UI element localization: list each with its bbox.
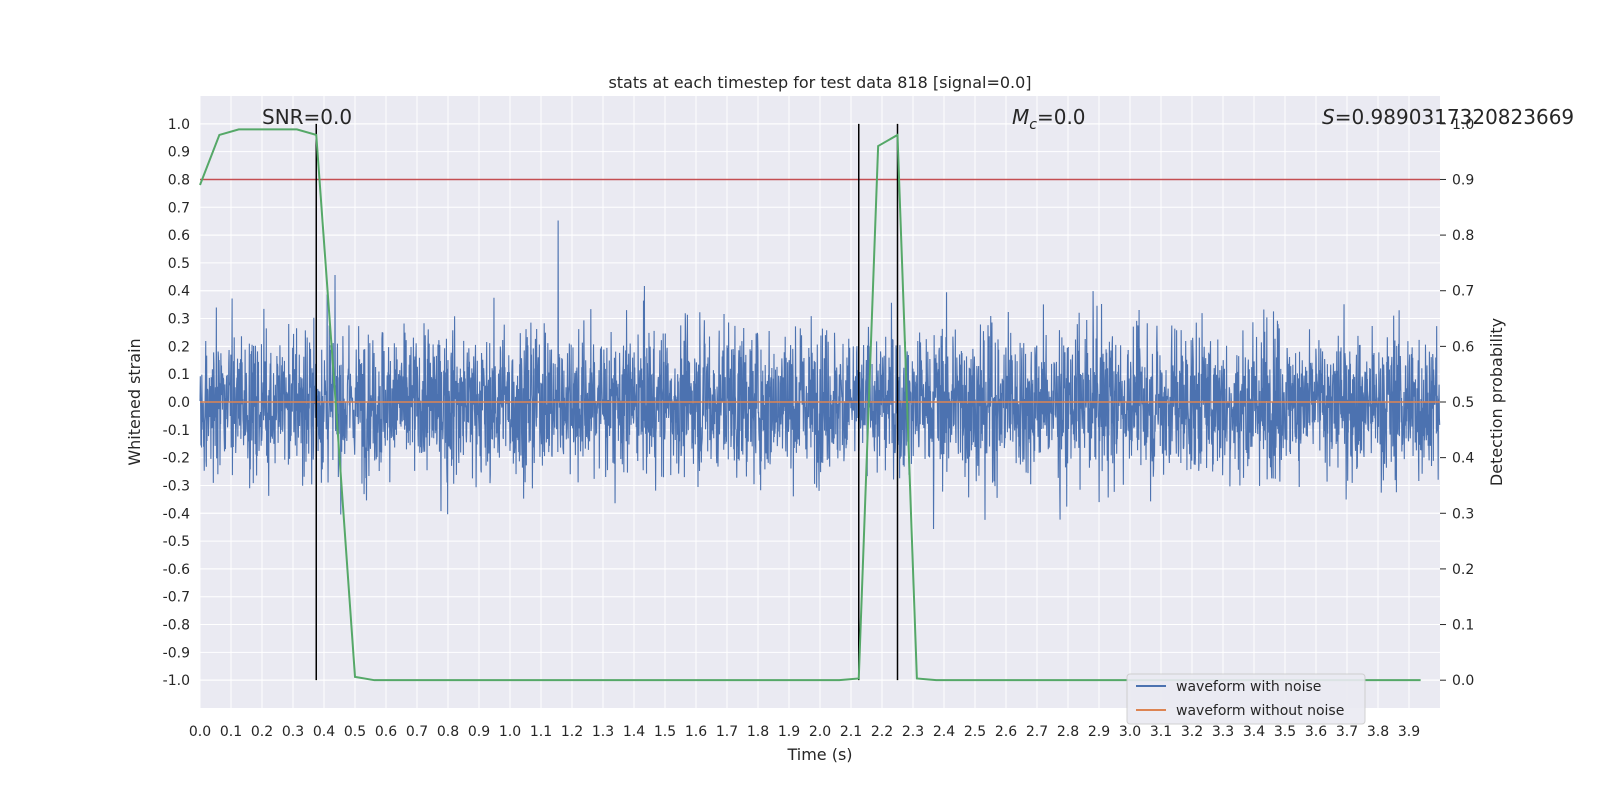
snr-annotation: SNR=0.0 xyxy=(262,105,352,129)
x-tick-label: 2.9 xyxy=(1088,724,1110,740)
x-tick-label: 3.3 xyxy=(1212,724,1234,740)
x-tick-label: 0.0 xyxy=(189,724,211,740)
y-tick-label: 0.9 xyxy=(168,145,190,161)
x-tick-label: 2.2 xyxy=(871,724,893,740)
x-tick-label: 3.9 xyxy=(1398,724,1420,740)
y-tick-label: -0.1 xyxy=(163,423,190,439)
x-tick-label: 1.6 xyxy=(685,724,707,740)
y-right-axis-label: Detection probability xyxy=(1487,318,1506,486)
y-right-tick-label: 0.2 xyxy=(1452,562,1474,578)
score-symbol: S xyxy=(1322,105,1335,129)
x-tick-label: 1.7 xyxy=(716,724,738,740)
y-right-tick-labels: 1.0 0.9 0.8 0.7 0.6 0.5 0.4 0.3 0.2 0.1 0.0 xyxy=(1452,117,1474,689)
y-right-tick-label: 1.0 xyxy=(1452,117,1474,133)
x-tick-label: 3.2 xyxy=(1181,724,1203,740)
x-tick-label: 0.9 xyxy=(468,724,490,740)
x-tick-label: 1.3 xyxy=(592,724,614,740)
x-tick-label: 1.4 xyxy=(623,724,645,740)
x-tick-label: 0.6 xyxy=(375,724,397,740)
score-annotation: S=0.9890317320823669 xyxy=(1322,105,1574,129)
x-tick-label: 0.8 xyxy=(437,724,459,740)
y-tick-label: 0.4 xyxy=(168,284,190,300)
x-tick-label: 3.1 xyxy=(1150,724,1172,740)
x-axis-label: Time (s) xyxy=(786,745,852,764)
y-right-tick-label: 0.5 xyxy=(1452,395,1474,411)
y-tick-label: 0.7 xyxy=(168,200,190,216)
y-tick-label: 0.8 xyxy=(168,172,190,188)
x-tick-label: 0.3 xyxy=(282,724,304,740)
y-tick-label: 0.5 xyxy=(168,256,190,272)
legend-box xyxy=(1126,673,1366,725)
y-tick-label: 0.6 xyxy=(168,228,190,244)
y-right-tick-label: 0.0 xyxy=(1452,673,1474,689)
y-right-tick-label: 0.6 xyxy=(1452,339,1474,355)
chirp-mass-value: =0.0 xyxy=(1037,105,1086,129)
chirp-mass-annotation: Mc=0.0 xyxy=(1012,105,1086,133)
x-tick-label: 2.7 xyxy=(1026,724,1048,740)
y-tick-label: -0.4 xyxy=(163,506,190,522)
legend: waveform with noise waveform without noi… xyxy=(1126,673,1366,725)
x-tick-label: 2.4 xyxy=(933,724,955,740)
y-tick-label: -0.3 xyxy=(163,478,190,494)
y-right-tick-label: 0.7 xyxy=(1452,284,1474,300)
y-tick-label: -0.6 xyxy=(163,562,190,578)
x-tick-label: 1.2 xyxy=(561,724,583,740)
x-tick-label: 2.3 xyxy=(902,724,924,740)
y-tick-label: -0.7 xyxy=(163,590,190,606)
x-tick-label: 3.7 xyxy=(1336,724,1358,740)
score-value: =0.9890317320823669 xyxy=(1335,105,1574,129)
x-tick-label: 3.8 xyxy=(1367,724,1389,740)
detection-probability-line xyxy=(199,128,1421,682)
y-tick-label: 0.0 xyxy=(168,395,190,411)
x-tick-label: 1.1 xyxy=(530,724,552,740)
x-tick-label: 1.5 xyxy=(654,724,676,740)
y-axis-label: Whitened strain xyxy=(125,338,144,465)
waveform-with-noise-series xyxy=(199,220,1441,529)
y-tick-label: 0.1 xyxy=(168,367,190,383)
chirp-mass-symbol: M xyxy=(1012,105,1029,129)
vertical-markers xyxy=(315,123,899,681)
y-right-tick-label: 0.4 xyxy=(1452,451,1474,467)
x-tick-label: 0.7 xyxy=(406,724,428,740)
chart-title: stats at each timestep for test data 818… xyxy=(608,73,1031,92)
x-tick-label: 2.8 xyxy=(1057,724,1079,740)
y-tick-label: 1.0 xyxy=(168,117,190,133)
x-tick-label: 2.0 xyxy=(809,724,831,740)
x-tick-label: 0.4 xyxy=(313,724,335,740)
x-tick-label: 3.6 xyxy=(1305,724,1327,740)
x-tick-label: 0.5 xyxy=(344,724,366,740)
y-right-tick-label: 0.3 xyxy=(1452,506,1474,522)
x-tick-label: 1.9 xyxy=(778,724,800,740)
x-tick-label: 2.1 xyxy=(840,724,862,740)
x-tick-label: 3.5 xyxy=(1274,724,1296,740)
y-tick-label: -0.5 xyxy=(163,534,190,550)
x-tick-label: 2.6 xyxy=(995,724,1017,740)
y-tick-labels: 1.0 0.9 0.8 0.7 0.6 0.5 0.4 0.3 0.2 0.1 0.0 -0.1 -0.… xyxy=(163,117,190,689)
waveform-with-noise-line xyxy=(199,220,1441,529)
legend-label-waveform-with-noise: waveform with noise xyxy=(1176,679,1321,695)
y-tick-label: 0.2 xyxy=(168,339,190,355)
y-right-tick-label: 0.8 xyxy=(1452,228,1474,244)
x-tick-label: 3.0 xyxy=(1119,724,1141,740)
x-tick-label: 2.5 xyxy=(964,724,986,740)
x-tick-label: 3.4 xyxy=(1243,724,1265,740)
x-tick-label: 0.1 xyxy=(220,724,242,740)
y-right-tick-label: 0.9 xyxy=(1452,172,1474,188)
y-right-tick-label: 0.1 xyxy=(1452,618,1474,634)
y-tick-label: -1.0 xyxy=(163,673,190,689)
y-tick-label: 0.3 xyxy=(168,312,190,328)
legend-label-waveform-without-noise: waveform without noise xyxy=(1176,703,1344,719)
chirp-mass-subscript: c xyxy=(1029,117,1037,133)
y-tick-label: -0.8 xyxy=(163,618,190,634)
y-tick-label: -0.9 xyxy=(163,645,190,661)
x-tick-label: 1.0 xyxy=(499,724,521,740)
x-tick-labels: 0.0 0.1 0.2 0.3 0.4 0.5 0.6 0.7 0.8 0.9 1.0 1.1 1.2 1… xyxy=(189,724,1420,740)
y-tick-label: -0.2 xyxy=(163,451,190,467)
x-tick-label: 1.8 xyxy=(747,724,769,740)
x-tick-label: 0.2 xyxy=(251,724,273,740)
